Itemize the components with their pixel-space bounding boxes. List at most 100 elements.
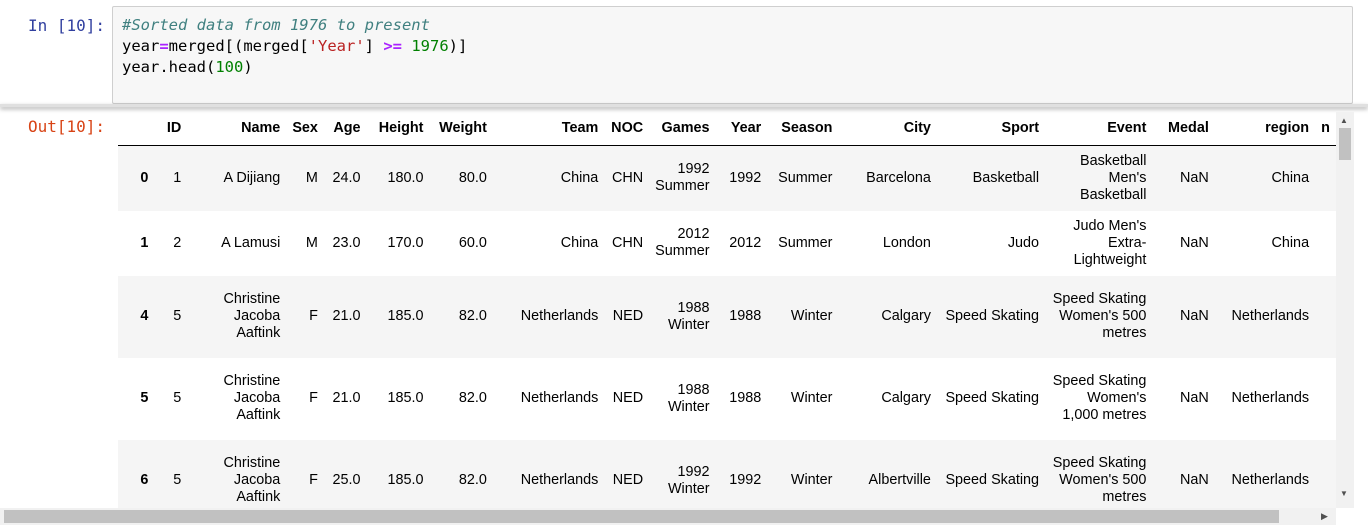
horizontal-scroll-thumb[interactable] — [4, 510, 1279, 523]
table-row: 1 2 A Lamusi M 23.0 170.0 60.0 China CHN 2012 Sum… — [118, 211, 1336, 276]
table-cell: M — [305, 169, 318, 186]
table-cell: Speed Skating Women's 500 metres — [1052, 455, 1147, 505]
table-cell: 24.0 — [332, 169, 361, 186]
table-cell — [1315, 358, 1336, 440]
table-cell: 1988 Winter — [667, 381, 710, 415]
table-cell: NaN — [1180, 472, 1209, 488]
table-row: 5 5 Christine Jacoba Aaftink F 21.0 185.0 82.0… — [118, 358, 1336, 440]
code-token: = — [159, 37, 169, 55]
table-cell: Summer — [778, 234, 833, 251]
vertical-scroll-thumb[interactable] — [1339, 128, 1351, 160]
scroll-right-icon[interactable]: ▶ — [1321, 511, 1328, 521]
row-index: 4 — [140, 308, 149, 324]
table-cell: Christine Jacoba Aaftink — [223, 373, 281, 423]
table-cell: China — [560, 234, 599, 251]
table-cell: CHN — [611, 234, 644, 251]
code-number: 1976 — [411, 37, 449, 55]
code-editor[interactable]: #Sorted data from 1976 to present year=m… — [122, 15, 467, 78]
code-token: ] — [364, 37, 384, 55]
table-cell: 1 — [173, 169, 182, 186]
table-cell: Netherlands — [1231, 472, 1310, 488]
table-cell: M — [305, 234, 318, 251]
table-cell: 1992 Summer — [655, 161, 710, 195]
column-header: Sport — [936, 112, 1046, 146]
column-header: Weight — [429, 112, 493, 146]
table-cell: A Dijiang — [223, 169, 281, 186]
table-cell — [1315, 440, 1336, 509]
code-token: merged[(merged[ — [168, 37, 309, 55]
dataframe-table: ID Name Sex Age Height Weight Team NOC Games Year… — [118, 112, 1336, 508]
table-row: 0 1 A Dijiang M 24.0 180.0 80.0 China CHN 1992 Su… — [118, 145, 1336, 211]
table-cell: 21.0 — [332, 390, 361, 406]
table-cell: China — [560, 169, 599, 186]
code-token: ) — [243, 58, 253, 76]
code-operator: >= — [383, 37, 402, 55]
table-cell: China — [1271, 169, 1310, 186]
table-cell: Netherlands — [1231, 308, 1310, 324]
table-cell: 1988 — [729, 390, 762, 406]
table-cell: 1992 — [729, 472, 762, 488]
column-header: Name — [187, 112, 287, 146]
table-cell: Basketball Men's Basketball — [1080, 152, 1147, 203]
table-cell: Netherlands — [520, 472, 599, 488]
column-header: Season — [767, 112, 839, 146]
row-index: 0 — [140, 169, 149, 186]
table-cell: Calgary — [881, 308, 931, 324]
table-cell: 185.0 — [387, 390, 424, 406]
table-cell: Speed Skating — [945, 308, 1040, 324]
table-cell: 2 — [173, 234, 182, 251]
column-header: NOC — [604, 112, 650, 146]
index-header — [118, 112, 155, 146]
table-cell: NED — [612, 472, 644, 488]
table-cell: 1992 — [729, 169, 762, 186]
cell-divider — [0, 104, 1368, 107]
code-number: 100 — [215, 58, 244, 76]
table-cell: Netherlands — [1231, 390, 1310, 406]
table-cell: A Lamusi — [221, 234, 281, 251]
code-token: year — [122, 37, 160, 55]
table-cell: 2012 — [729, 234, 762, 251]
table-cell — [1315, 276, 1336, 358]
table-cell: Speed Skating — [945, 390, 1040, 406]
table-cell: Albertville — [868, 472, 931, 488]
table-cell: 5 — [173, 390, 182, 406]
table-cell: 25.0 — [332, 472, 361, 488]
scroll-up-icon[interactable]: ▲ — [1340, 116, 1348, 125]
input-prompt: In [10]: — [28, 16, 106, 35]
table-cell: 5 — [173, 308, 182, 324]
column-header: Medal — [1152, 112, 1215, 146]
table-cell: Speed Skating Women's 500 metres — [1052, 291, 1147, 341]
scroll-down-icon[interactable]: ▼ — [1340, 489, 1348, 498]
table-cell: Judo — [1007, 234, 1040, 251]
code-token: )] — [448, 37, 468, 55]
table-row: 6 5 Christine Jacoba Aaftink F 25.0 185.0 82.0… — [118, 439, 1336, 509]
table-cell: 5 — [173, 472, 182, 488]
table-cell: Christine Jacoba Aaftink — [223, 455, 281, 505]
table-cell: F — [309, 308, 318, 324]
table-cell: 185.0 — [387, 472, 424, 488]
vertical-scrollbar[interactable] — [1336, 112, 1354, 508]
table-cell: 80.0 — [458, 169, 487, 186]
table-cell: 82.0 — [458, 308, 487, 324]
table-cell: Winter — [790, 390, 833, 406]
table-cell: Summer — [778, 169, 833, 186]
table-cell: 1988 — [729, 308, 762, 324]
table-cell: CHN — [611, 169, 644, 186]
column-header: ID — [154, 112, 188, 146]
table-cell: NaN — [1180, 169, 1209, 186]
code-token — [402, 37, 411, 55]
row-index: 6 — [140, 472, 149, 488]
table-cell: Judo Men's Extra-Lightweight — [1073, 217, 1147, 268]
table-cell: 82.0 — [458, 472, 487, 488]
table-cell: 170.0 — [387, 234, 424, 251]
table-cell: London — [882, 234, 931, 251]
table-cell: Christine Jacoba Aaftink — [223, 291, 281, 341]
table-cell: 23.0 — [332, 234, 361, 251]
table-cell: 60.0 — [458, 234, 487, 251]
table-cell — [1315, 211, 1336, 276]
code-cell[interactable]: #Sorted data from 1976 to present year=m… — [112, 6, 1353, 104]
column-header: Age — [323, 112, 367, 146]
table-cell — [1315, 146, 1336, 211]
table-cell: NED — [612, 308, 644, 324]
table-cell: 180.0 — [387, 169, 424, 186]
